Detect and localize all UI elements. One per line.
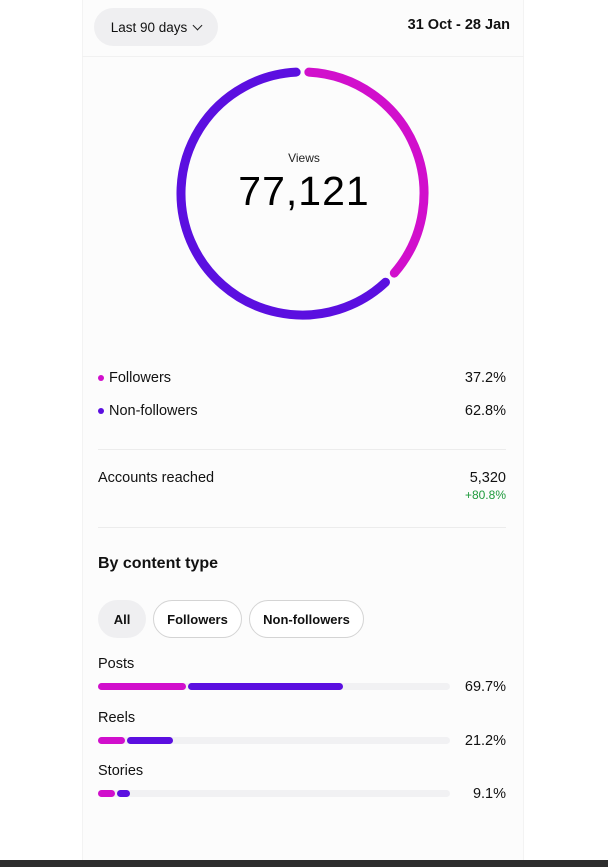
date-range-dropdown[interactable]: Last 90 days: [94, 8, 218, 46]
posts-followers-segment: [98, 683, 187, 690]
reels-followers-segment: [98, 737, 125, 744]
content-type-label-stories: Stories: [98, 763, 144, 779]
accounts-reached-label: Accounts reached: [98, 470, 215, 486]
content-type-pct-stories: 9.1%: [472, 786, 506, 802]
legend-pct-followers: 37.2%: [464, 370, 506, 386]
accounts-reached-change: +80.8%: [464, 488, 506, 502]
views-donut-chart: [176, 67, 429, 320]
filter-chip-non-followers[interactable]: Non-followers: [249, 600, 364, 638]
content-type-label-reels: Reels: [98, 710, 136, 726]
content-bar-posts: [98, 683, 450, 690]
divider: [98, 449, 506, 450]
followers-arc: [304, 67, 429, 278]
legend-label-non-followers: Non-followers: [109, 403, 198, 419]
date-range-dropdown-label: Last 90 days: [110, 19, 188, 35]
content-bar-stories: [98, 790, 450, 797]
chevron-down-icon: [192, 20, 203, 30]
content-type-pct-posts: 69.7%: [464, 679, 506, 695]
content-type-label-posts: Posts: [98, 656, 135, 672]
views-value: 77,121: [238, 168, 370, 214]
legend-pct-non-followers: 62.8%: [464, 403, 506, 419]
header-divider: [82, 56, 524, 57]
reels-non-followers-segment: [126, 737, 173, 744]
content-type-pct-reels: 21.2%: [464, 733, 506, 749]
views-label: Views: [288, 151, 320, 165]
date-range-text: 31 Oct - 28 Jan: [407, 17, 510, 33]
filter-chip-all[interactable]: All: [98, 600, 146, 638]
stories-non-followers-segment: [116, 790, 131, 797]
non-followers-dot-icon: [98, 408, 104, 414]
accounts-reached-value: 5,320: [469, 470, 506, 486]
filter-chip-followers[interactable]: Followers: [153, 600, 242, 638]
divider: [98, 527, 506, 528]
content-type-title: By content type: [98, 555, 219, 572]
content-bar-reels: [98, 737, 450, 744]
non-followers-arc: [176, 67, 390, 320]
legend-label-followers: Followers: [109, 370, 172, 386]
insights-panel: [82, 0, 524, 860]
legend-row-followers: Followers 37.2%: [98, 368, 506, 388]
posts-non-followers-segment: [188, 683, 344, 690]
stories-followers-segment: [98, 790, 115, 797]
followers-dot-icon: [98, 375, 104, 381]
bottom-bar: [0, 860, 608, 867]
legend-row-non-followers: Non-followers 62.8%: [98, 401, 506, 421]
